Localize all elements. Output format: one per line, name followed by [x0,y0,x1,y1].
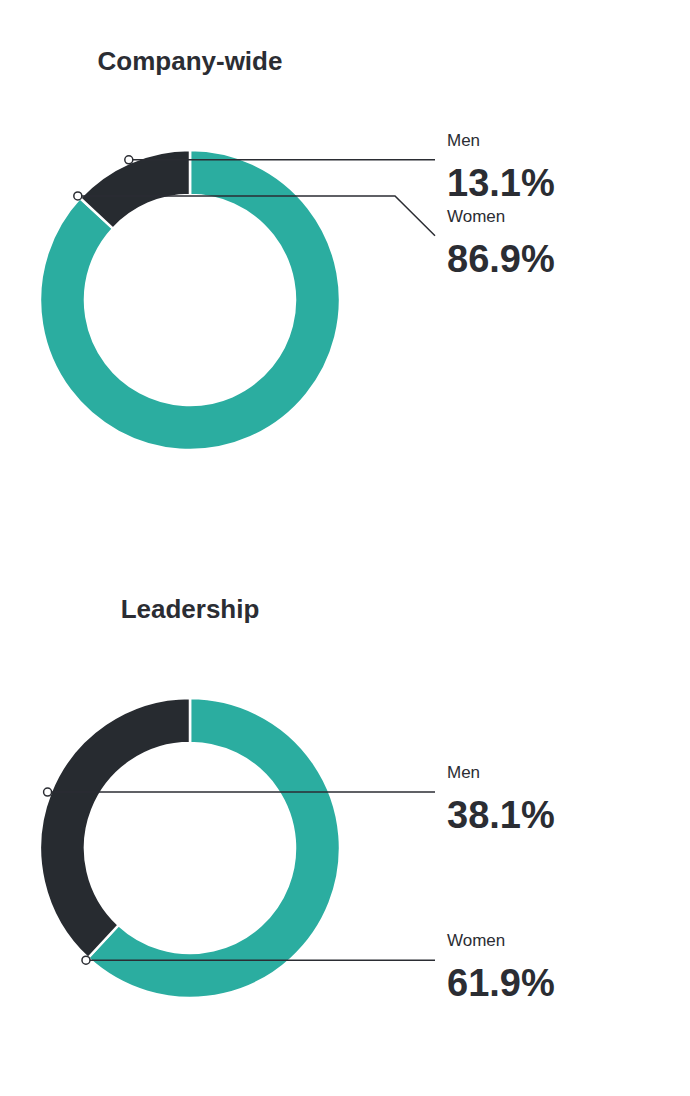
label-group: Men 38.1% [44,763,555,836]
donut-wedge [40,698,190,958]
connector-line [78,196,435,236]
label-group: Women 61.9% [82,931,555,1004]
label-group: Women 86.9% [74,192,555,280]
value-label: 86.9% [447,238,555,280]
value-label: 38.1% [447,794,555,836]
donut-wedge [80,150,190,229]
donut-chart: Company-wide Women 86.9% Men 13.1% [40,46,555,450]
chart-root: Company-wide Women 86.9% Men 13.1% Leadership… [0,0,690,1096]
connector-dot [125,156,133,164]
donut-wedge [40,150,340,450]
connector-dot [82,956,90,964]
label-group: Men 13.1% [125,131,555,204]
connector-line [129,159,435,161]
value-label: 61.9% [447,962,555,1004]
connector-dot [44,788,52,796]
donut-chart: Leadership Women 61.9% Men 38.1% [40,594,555,1004]
category-label: Men [447,131,480,150]
connector-dot [74,192,82,200]
category-label: Men [447,763,480,782]
wedges [40,698,340,998]
chart-title: Company-wide [98,46,283,76]
chart-title: Leadership [121,594,260,624]
value-label: 13.1% [447,162,555,204]
category-label: Women [447,207,505,226]
category-label: Women [447,931,505,950]
wedges [40,150,340,450]
connector-line [86,959,435,961]
connector-line [48,791,435,793]
